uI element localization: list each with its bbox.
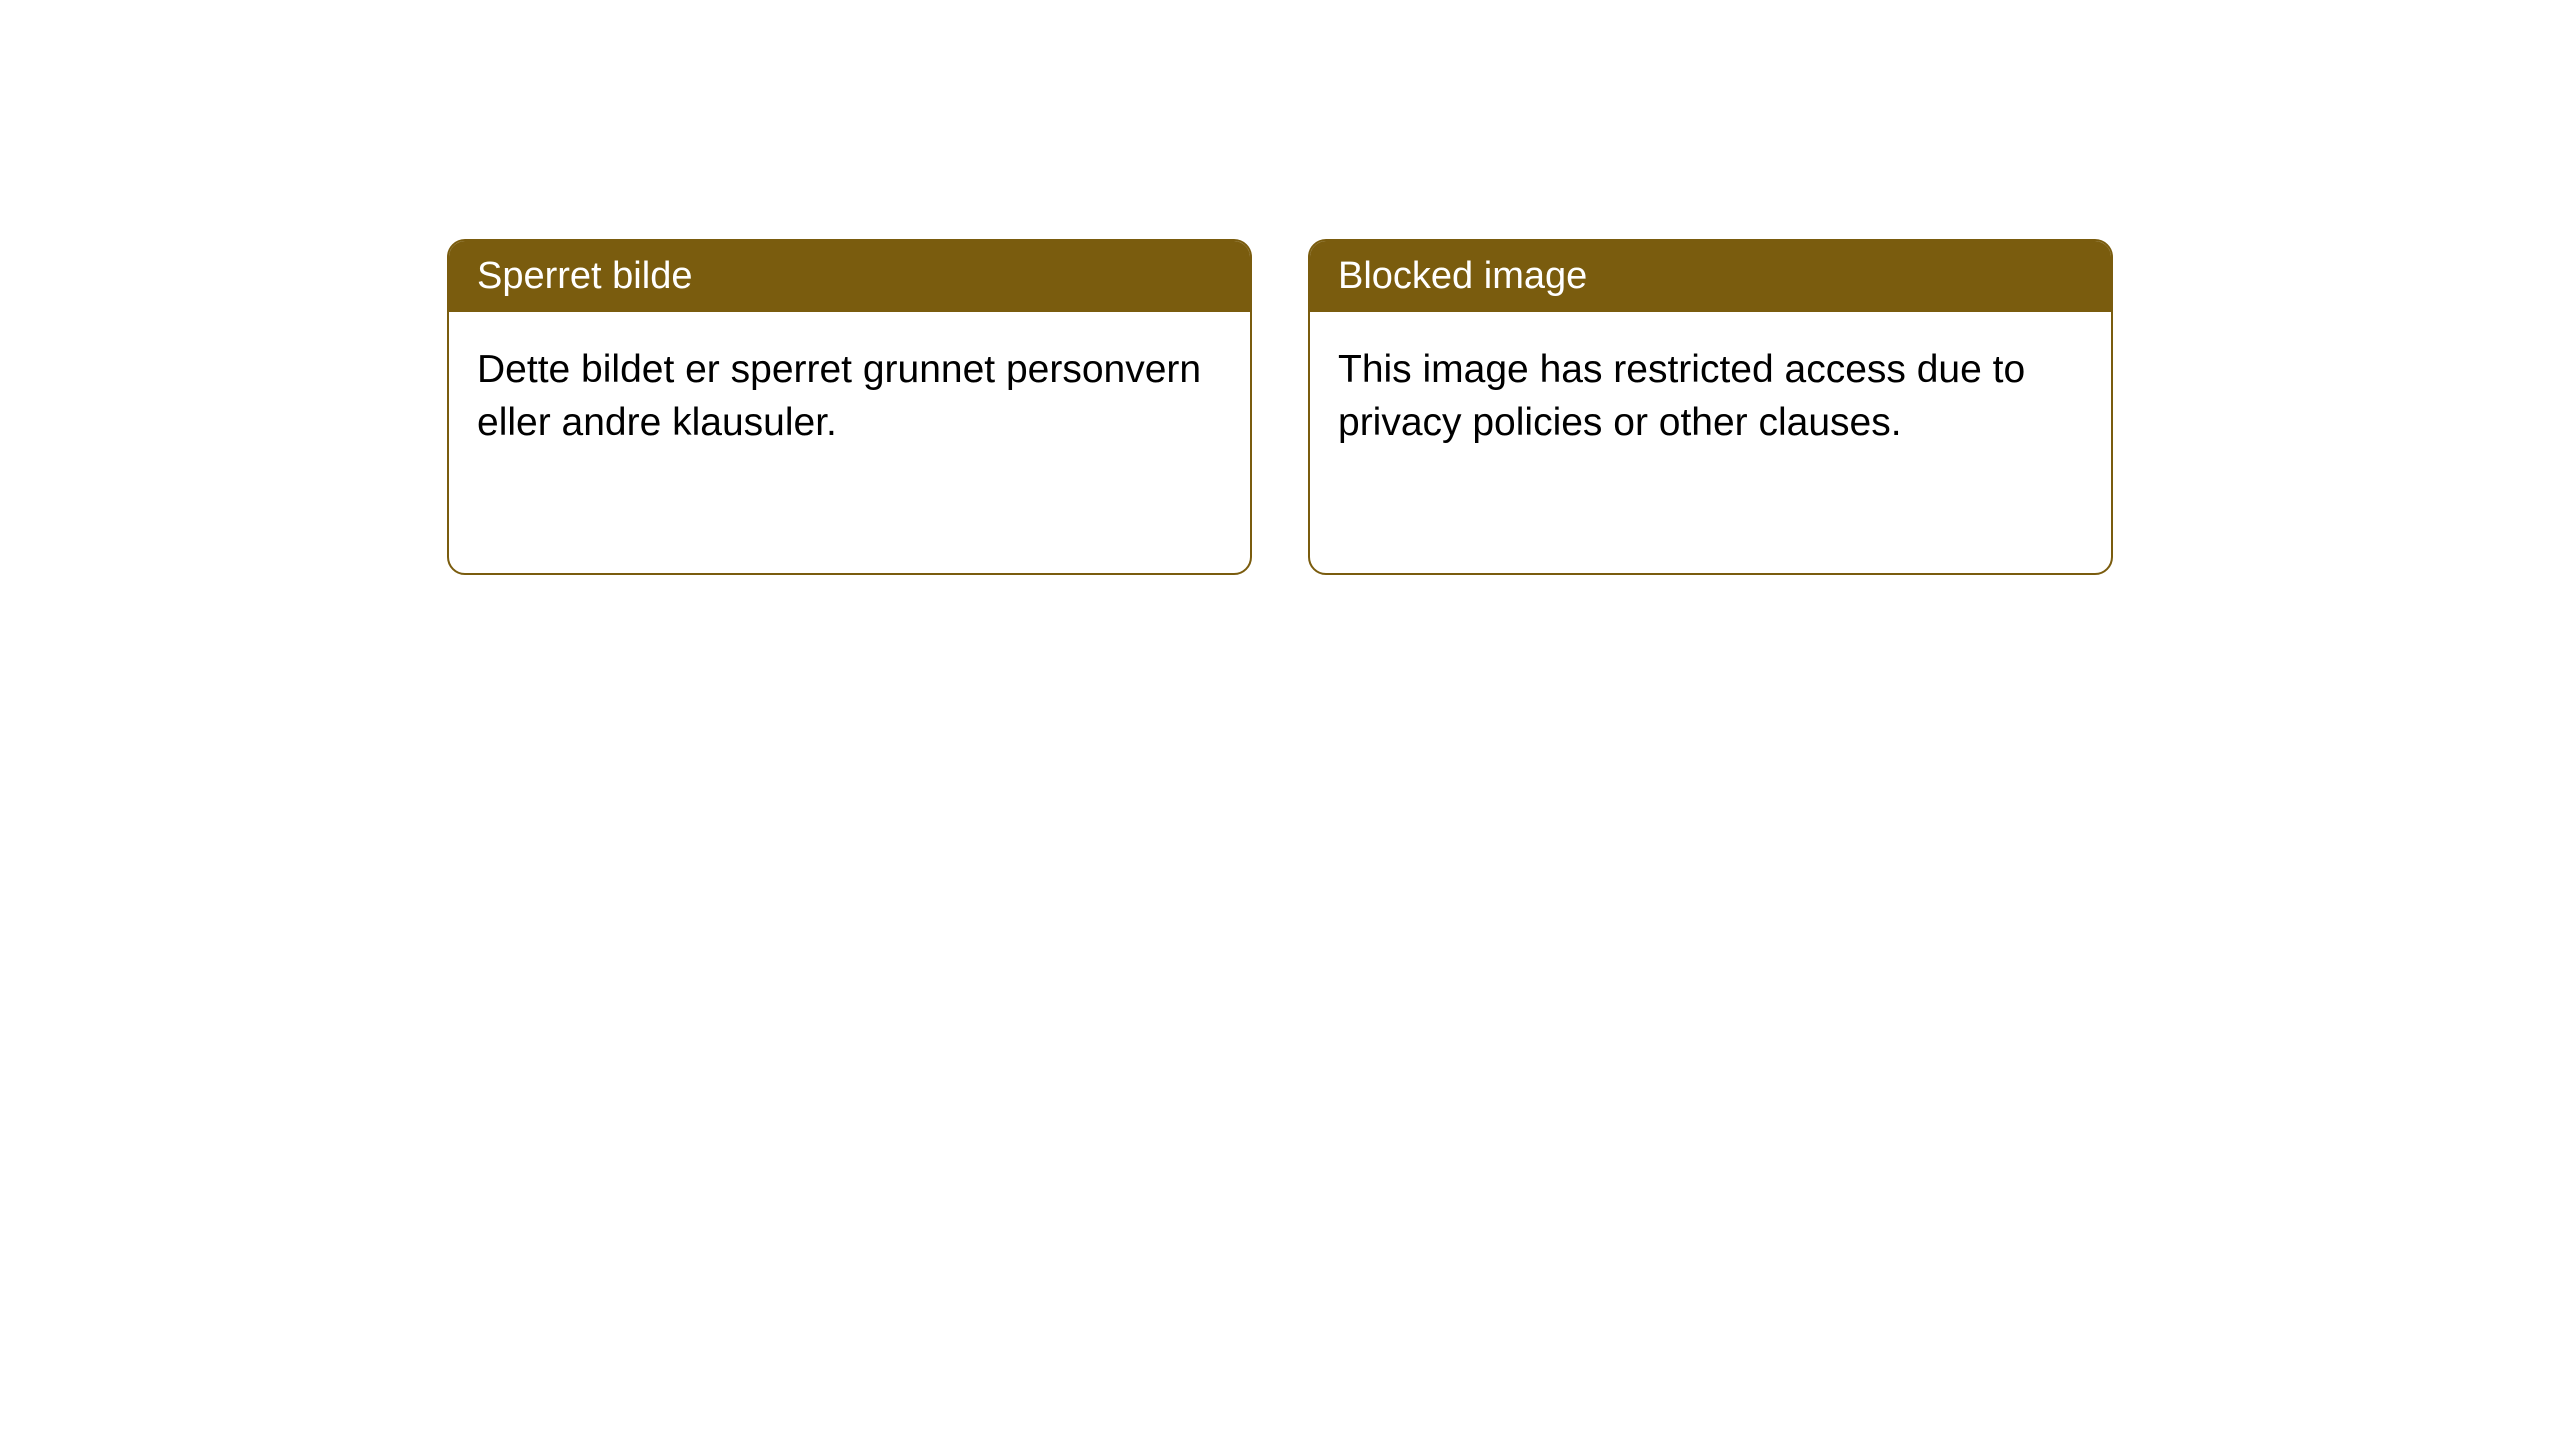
- box-header: Blocked image: [1310, 241, 2111, 312]
- box-header: Sperret bilde: [449, 241, 1250, 312]
- blocked-image-box-english: Blocked image This image has restricted …: [1308, 239, 2113, 575]
- message-container: Sperret bilde Dette bildet er sperret gr…: [0, 0, 2560, 575]
- blocked-image-box-norwegian: Sperret bilde Dette bildet er sperret gr…: [447, 239, 1252, 575]
- box-body: Dette bildet er sperret grunnet personve…: [449, 312, 1250, 481]
- box-body: This image has restricted access due to …: [1310, 312, 2111, 481]
